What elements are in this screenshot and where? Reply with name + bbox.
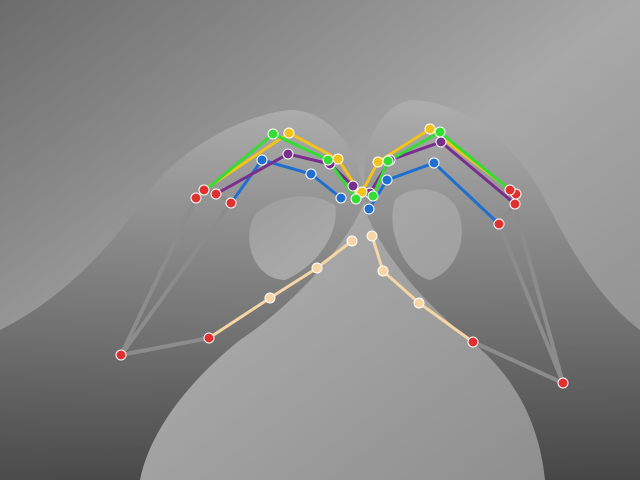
landmark (467, 336, 479, 348)
landmark (115, 349, 127, 361)
landmark (493, 218, 505, 230)
landmark (435, 136, 447, 148)
landmark (372, 156, 384, 168)
landmark (366, 230, 378, 242)
landmark (424, 123, 436, 135)
pinky-line (371, 130, 512, 198)
landmark (267, 128, 279, 140)
landmark (413, 297, 425, 309)
landmark (283, 127, 295, 139)
landmark (264, 292, 276, 304)
landmark (210, 188, 222, 200)
index-line (229, 158, 343, 205)
landmark (428, 157, 440, 169)
landmark (363, 203, 375, 215)
landmark (346, 235, 358, 247)
landmark (381, 174, 393, 186)
landmark (434, 126, 446, 138)
ring-line (202, 131, 362, 195)
landmark (198, 184, 210, 196)
landmark (367, 190, 379, 202)
ring-line (360, 127, 518, 196)
thumb-line (207, 239, 354, 340)
landmark (305, 168, 317, 180)
landmark (203, 332, 215, 344)
landmark (504, 184, 516, 196)
landmark (322, 154, 334, 166)
landmark (311, 262, 323, 274)
landmark (347, 180, 359, 192)
landmark (509, 198, 521, 210)
landmark (377, 265, 389, 277)
landmark (190, 192, 202, 204)
landmark (225, 197, 237, 209)
landmark (356, 186, 368, 198)
middle-line (214, 152, 355, 196)
right-hand (363, 100, 640, 480)
landmark (382, 155, 394, 167)
left-hand (0, 110, 365, 480)
thumb-line (370, 234, 475, 344)
landmarks (115, 123, 569, 389)
landmark (350, 193, 362, 205)
landmark (256, 154, 268, 166)
landmark (335, 192, 347, 204)
landmark (282, 148, 294, 160)
pinky-line (194, 132, 358, 201)
landmark (557, 377, 569, 389)
landmark (332, 153, 344, 165)
